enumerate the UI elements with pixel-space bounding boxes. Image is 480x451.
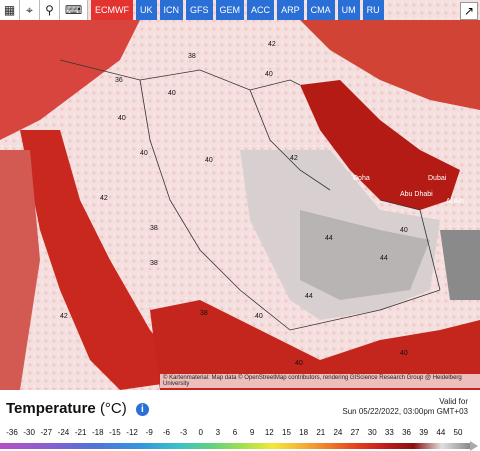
map-attribution: © Kartenmaterial: Map data © OpenStreetM… [160, 374, 480, 388]
contour-label: 44 [305, 293, 313, 300]
legend-panel: Temperature (°C) i Valid for Sun 05/22/2… [0, 390, 480, 451]
legend-unit: (°C) [99, 400, 127, 417]
tab-ecmwf[interactable]: ECMWF [91, 0, 133, 20]
scale-tick-label: 27 [350, 428, 360, 437]
contour-label: 38 [188, 53, 196, 60]
contour-label: 44 [380, 255, 388, 262]
tab-uk[interactable]: UK [136, 0, 157, 20]
legend-title-text: Temperature [6, 400, 96, 417]
scale-tick-label: -9 [145, 428, 153, 437]
scale-tick-label: -27 [40, 428, 53, 437]
scale-tick-label: 36 [402, 428, 411, 437]
temperature-map-canvas: 38 42 40 40 40 40 40 42 44 44 40 38 42 4… [0, 0, 480, 390]
contour-label: 44 [325, 235, 333, 242]
contour-label: 40 [400, 350, 408, 357]
scale-end-arrow-icon [470, 441, 478, 451]
city-label-dubai: Dubai [428, 175, 447, 182]
city-label-al-ain: Al Ain [446, 198, 464, 205]
contour-label: 42 [100, 195, 108, 202]
contour-label: 38 [150, 260, 158, 267]
contour-label: 40 [255, 313, 263, 320]
scale-tick-label: 39 [419, 428, 429, 437]
weather-map[interactable]: 38 42 40 40 40 40 40 42 44 44 40 38 42 4… [0, 0, 480, 390]
info-icon[interactable]: i [135, 402, 149, 416]
scale-tick-label: 21 [316, 428, 326, 437]
legend-title: Temperature (°C) i [6, 400, 149, 417]
contour-label: 38 [200, 310, 208, 317]
keyboard-icon[interactable]: ⌨ [60, 0, 88, 20]
contour-label: 40 [205, 157, 213, 164]
tab-arp[interactable]: ARP [277, 0, 304, 20]
scale-tick-label: 6 [232, 428, 238, 437]
contour-label: 36 [115, 77, 123, 84]
contour-label: 40 [400, 227, 408, 234]
scale-tick-label: -30 [23, 428, 35, 437]
contour-label: 42 [290, 155, 298, 162]
contour-label: 38 [150, 225, 158, 232]
scale-tick-label: 0 [198, 428, 203, 437]
tab-icn[interactable]: ICN [159, 0, 184, 20]
city-label-abu-dhabi: Abu Dhabi [400, 191, 433, 198]
scale-tick-label: 30 [367, 428, 377, 437]
scale-tick-label: -36 [6, 428, 18, 437]
scale-tick-label: 24 [333, 428, 343, 437]
color-scale: -36 -30 -27 -24 -21 -18 -15 -12 -9 -6 -3 0 3 6 9 12 15 18… [0, 422, 480, 451]
tab-gfs[interactable]: GFS [186, 0, 213, 20]
tab-um[interactable]: UM [337, 0, 360, 20]
map-toolbar: ▦ ⌖ ⚲ ⌨ ECMWF UK ICN GFS GEM ACC ARP CMA… [0, 0, 384, 20]
tab-acc[interactable]: ACC [247, 0, 275, 20]
tab-gem[interactable]: GEM [215, 0, 245, 20]
valid-time: Sun 05/22/2022, 03:00pm GMT+03 [342, 407, 468, 416]
contour-label: 40 [140, 150, 148, 157]
scale-tick-label: -3 [179, 428, 188, 437]
scale-tick-label: 50 [453, 428, 463, 437]
dashboard-icon[interactable]: ▦ [0, 0, 20, 20]
share-icon[interactable]: ↗ [460, 2, 478, 20]
scale-tick-label: 12 [264, 428, 274, 437]
scale-tick-label: -6 [162, 428, 170, 437]
valid-label: Valid for [439, 397, 468, 406]
scale-tick-label: -24 [57, 428, 70, 437]
color-scale-bar [0, 443, 470, 449]
scale-tick-label: -18 [91, 428, 104, 437]
city-label-doha: Doha [353, 175, 370, 182]
zoom-icon[interactable]: ⚲ [40, 0, 60, 20]
scale-tick-label: 33 [384, 428, 394, 437]
contour-label: 40 [295, 360, 303, 367]
contour-label: 40 [168, 90, 176, 97]
scale-tick-label: 3 [215, 428, 221, 437]
contour-label: 42 [268, 41, 276, 48]
contour-label: 42 [60, 313, 68, 320]
location-pin-icon[interactable]: ⌖ [20, 0, 40, 20]
scale-tick-label: 44 [436, 428, 446, 437]
scale-tick-label: -12 [126, 428, 138, 437]
scale-tick-label: -21 [74, 428, 87, 437]
contour-label: 40 [118, 115, 126, 122]
scale-tick-label: 9 [249, 428, 255, 437]
tab-cma[interactable]: CMA [306, 0, 335, 20]
scale-tick-label: 18 [299, 428, 309, 437]
contour-label: 40 [265, 71, 273, 78]
valid-time-block: Valid for Sun 05/22/2022, 03:00pm GMT+03 [342, 397, 468, 417]
tab-ru[interactable]: RU [362, 0, 384, 20]
scale-tick-label: -15 [109, 428, 121, 437]
scale-tick-label: 15 [282, 428, 291, 437]
